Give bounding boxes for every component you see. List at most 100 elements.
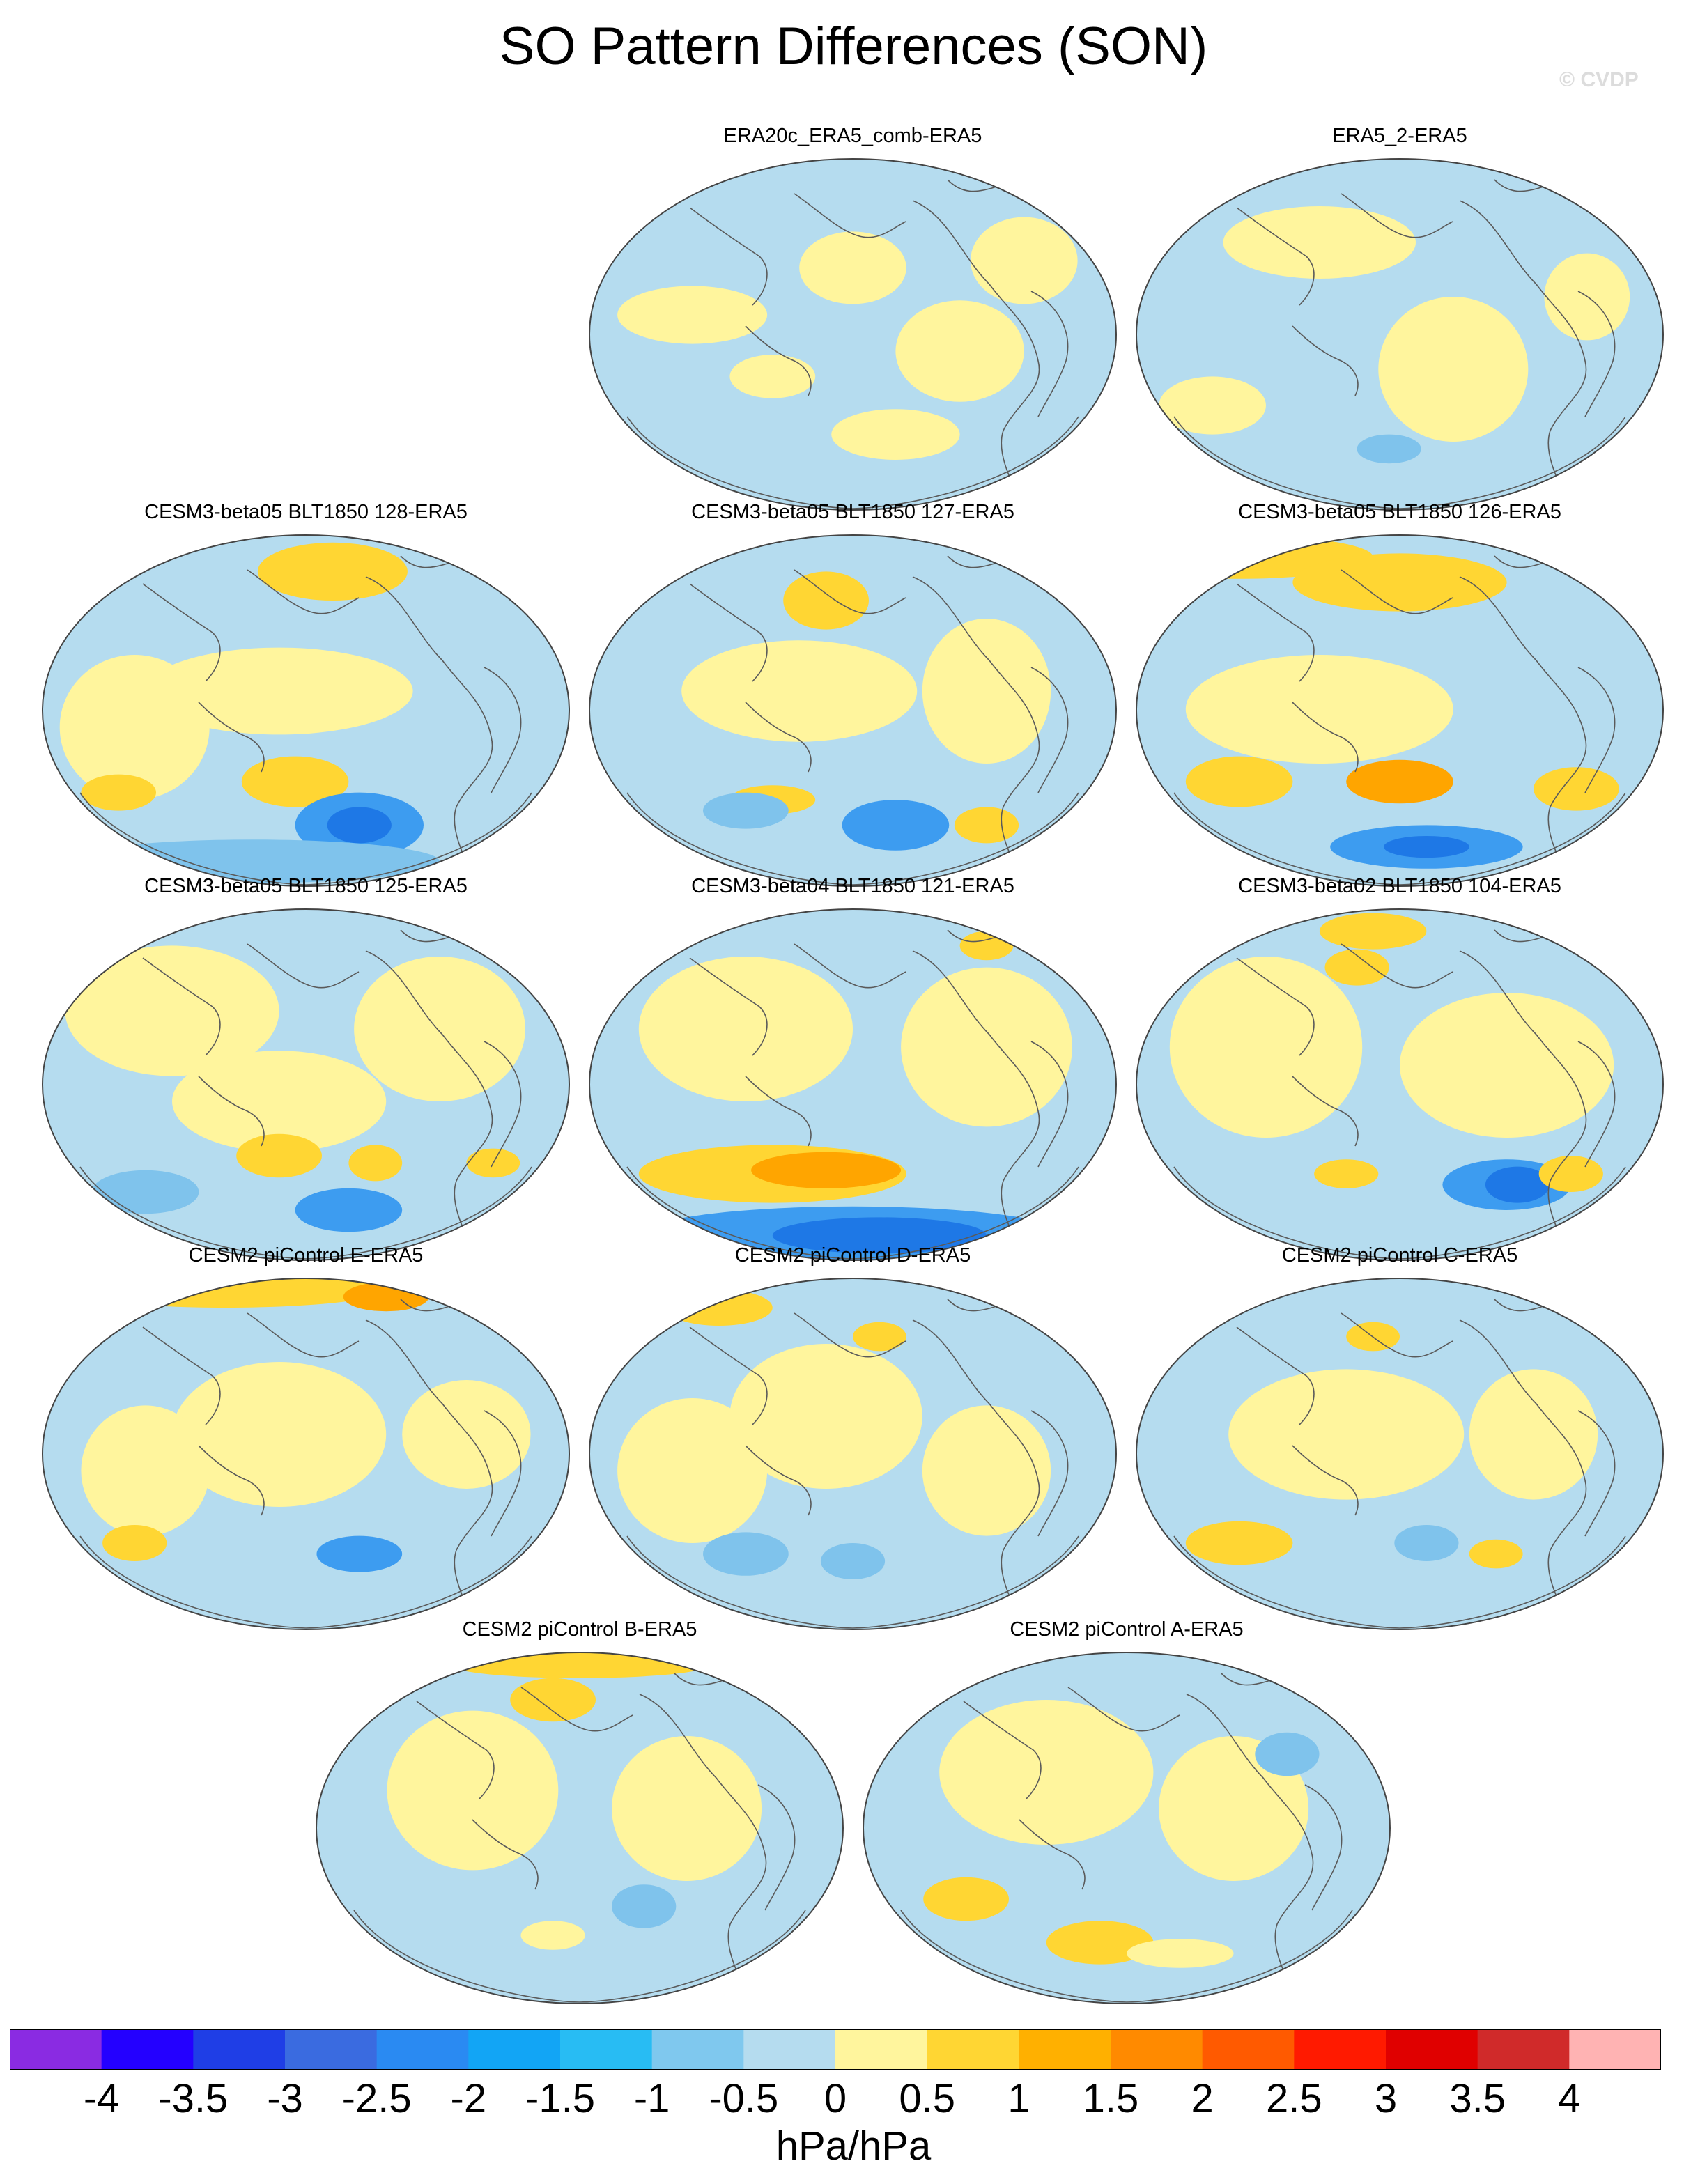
map-field: [1136, 1278, 1663, 1629]
coastline: [79, 1535, 532, 1629]
map-field: [589, 159, 1116, 510]
coastline: [947, 929, 997, 943]
anomaly-region: [510, 1678, 596, 1722]
anomaly-region: [1228, 1369, 1465, 1500]
coastline: [142, 1326, 221, 1425]
coastline: [472, 1819, 539, 1890]
coastline: [1459, 576, 1587, 870]
anomaly-region: [81, 774, 156, 811]
anomaly-region: [971, 217, 1078, 304]
anomaly-region: [1169, 957, 1363, 1138]
colorbar-tick-label: -3: [267, 2076, 303, 2121]
map-field: [863, 1652, 1390, 2004]
anomaly-region: [1185, 655, 1453, 764]
coastline: [416, 1701, 495, 1799]
map-panel: CESM3-beta04 BLT1850 121-ERA5: [585, 874, 1120, 1264]
map-border: [1136, 534, 1664, 887]
anomaly-region: [1485, 1166, 1550, 1203]
anomaly-region: [316, 1535, 403, 1572]
anomaly-region: [145, 647, 413, 735]
anomaly-region: [1319, 913, 1427, 950]
anomaly-region: [1346, 759, 1453, 804]
coastline: [1577, 1410, 1616, 1537]
panel-title: CESM2 piControl A-ERA5: [1010, 1618, 1244, 1641]
anomaly-region: [91, 1170, 199, 1214]
watermark: © CVDP: [1559, 68, 1639, 91]
coastline: [689, 207, 768, 306]
colorbar-tick-label: 3: [1374, 2076, 1398, 2121]
coastline: [400, 929, 450, 943]
coastline: [1292, 1445, 1359, 1516]
coastline: [689, 957, 768, 1056]
panel-title: CESM3-beta05 BLT1850 127-ERA5: [691, 501, 1014, 523]
coastline: [689, 1326, 768, 1425]
coastline: [947, 555, 997, 568]
colorbar-swatch: [1569, 2029, 1661, 2070]
anomaly-region: [681, 640, 918, 742]
coastline: [198, 1076, 265, 1147]
colorbar-swatch: [468, 2029, 561, 2070]
map-panel: CESM3-beta05 BLT1850 128-ERA5: [38, 500, 573, 890]
colorbar-swatch: [193, 2029, 286, 2070]
map-field: [589, 909, 1116, 1260]
anomaly-region: [1324, 949, 1389, 986]
map-border: [1136, 908, 1664, 1261]
coastline: [1459, 950, 1587, 1244]
anomaly-region: [703, 792, 789, 829]
map-field: [1136, 909, 1663, 1260]
map-panel: ERA20c_ERA5_comb-ERA5: [585, 124, 1120, 514]
colorbar-swatch: [927, 2029, 1019, 2070]
coastline: [142, 957, 221, 1056]
map-border: [589, 158, 1117, 511]
anomaly-region: [729, 355, 816, 398]
coastline: [674, 1673, 724, 1686]
anomaly-region: [729, 1344, 922, 1489]
coastline: [794, 943, 906, 989]
colorbar-tick-label: 0: [824, 2076, 847, 2121]
coastline: [1494, 555, 1544, 568]
anomaly-region: [751, 1152, 902, 1188]
coastline: [198, 1445, 265, 1516]
anomaly-region: [1534, 767, 1619, 811]
anomaly-region: [939, 1700, 1154, 1845]
coastline: [1019, 1819, 1086, 1890]
coastline: [1236, 1326, 1315, 1425]
coastline: [947, 179, 997, 192]
map-panel: CESM2 piControl E-ERA5: [38, 1244, 573, 1634]
coastline: [912, 950, 1040, 1244]
coastline: [963, 1701, 1042, 1799]
map-field: [589, 1278, 1116, 1629]
coastline: [1459, 200, 1587, 494]
map-panel: CESM3-beta05 BLT1850 126-ERA5: [1132, 500, 1667, 890]
anomaly-region: [612, 1736, 762, 1881]
coastline: [1067, 1687, 1180, 1732]
anomaly-region: [895, 300, 1024, 402]
coastline: [639, 1694, 767, 1988]
panel-title: CESM3-beta04 BLT1850 121-ERA5: [691, 875, 1014, 897]
anomaly-region: [387, 1710, 559, 1871]
anomaly-region: [638, 957, 853, 1101]
anomaly-region: [1255, 1732, 1320, 1776]
map-plot: [589, 534, 1117, 887]
coastline: [484, 1410, 522, 1537]
anomaly-region: [1469, 1369, 1598, 1500]
coastline: [1221, 1673, 1271, 1686]
colorbar-tick-label: -3.5: [158, 2076, 229, 2121]
map-plot: [42, 534, 570, 887]
map-border: [589, 1278, 1117, 1630]
map-plot: [42, 908, 570, 1261]
map-panel: ERA5_2-ERA5: [1132, 124, 1667, 514]
coastline: [1494, 179, 1544, 192]
coastline: [1173, 1166, 1626, 1260]
anomaly-region: [703, 1532, 789, 1576]
map-plot: [1136, 1278, 1664, 1630]
anomaly-region: [923, 1877, 1009, 1921]
colorbar-tick-label: 4: [1558, 2076, 1581, 2121]
coastline: [794, 1312, 906, 1358]
anomaly-region: [853, 1322, 906, 1352]
coastline: [1577, 1041, 1616, 1168]
colorbar-tick-label: -1: [633, 2076, 670, 2121]
anomaly-region: [1378, 297, 1529, 442]
coastline: [79, 1166, 532, 1260]
map-field: [43, 1278, 569, 1629]
